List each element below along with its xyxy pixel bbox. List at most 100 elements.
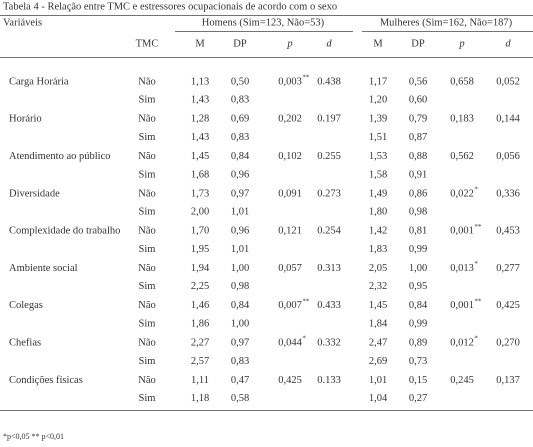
cell: 0.332 (317, 338, 341, 349)
cell: 2,69 (369, 356, 387, 367)
table-title: Tabela 4 - Relação entre TMC e estressor… (3, 1, 337, 12)
cell: 1,45 (191, 151, 209, 162)
cell: 0,336 (496, 188, 520, 199)
cell: 1,39 (369, 114, 387, 125)
cell: 0,83 (231, 356, 249, 367)
cell: 0,97 (231, 188, 249, 199)
cell: 0,84 (231, 300, 250, 311)
cell: 0,102 (278, 151, 302, 162)
row-label: Colegas (9, 300, 43, 311)
cell: Não (138, 338, 156, 349)
cell: 0,270 (496, 338, 520, 349)
cell: 0,87 (409, 132, 427, 143)
cell: 0,052 (496, 76, 520, 87)
cell: 1,49 (369, 188, 387, 199)
cell: Sim (139, 169, 156, 180)
row-label: Diversidade (9, 188, 60, 199)
column-header: DP (233, 38, 247, 49)
cell: 1,43 (191, 95, 209, 106)
row-label: Condições físicas (9, 375, 83, 386)
cell: 0,15 (409, 375, 427, 386)
cell: 0,56 (409, 76, 427, 87)
cell: 1,83 (369, 244, 387, 255)
cell: 0,98 (231, 281, 249, 292)
cell: 0.197 (317, 114, 341, 125)
footnote: *p<0,05 ** p<0,01 (3, 432, 64, 441)
cell: 0,013 (450, 263, 474, 274)
cell: 1,00 (231, 319, 249, 330)
cell: 0,91 (409, 169, 427, 180)
cell: 1,58 (369, 169, 387, 180)
cell: 1,13 (191, 76, 209, 87)
superscript: * (474, 260, 478, 268)
cell: 1,53 (369, 151, 387, 162)
cell: 0,98 (409, 207, 427, 218)
cell: 0,121 (278, 226, 302, 237)
cell: 0,425 (278, 375, 302, 386)
cell: Não (138, 151, 156, 162)
cell: 1,01 (231, 207, 249, 218)
cell: 0,83 (231, 132, 249, 143)
row-label: Carga Horária (9, 76, 69, 87)
cell: 0,144 (496, 114, 520, 125)
cell: Sim (139, 356, 156, 367)
superscript: ** (302, 297, 310, 305)
cell: 0,245 (450, 375, 474, 386)
cell: Sim (139, 244, 156, 255)
superscript: * (474, 186, 478, 194)
cell: 1,01 (369, 375, 387, 386)
cell: 1,80 (369, 207, 387, 218)
cell: 1,86 (191, 319, 209, 330)
cell: 0.273 (317, 188, 341, 199)
cell: 1,51 (369, 132, 387, 143)
superscript: ** (474, 297, 482, 305)
cell: 0,96 (231, 169, 249, 180)
cell: 0,79 (409, 114, 427, 125)
row-label: Ambiente social (9, 263, 78, 274)
cell: 1,43 (191, 132, 209, 143)
cell: 0,453 (496, 226, 520, 237)
header-variable: Variáveis (3, 17, 42, 28)
cell: 0.313 (317, 263, 341, 274)
cell: 1,68 (191, 169, 209, 180)
cell: 2,27 (191, 338, 209, 349)
cell: 0.254 (317, 226, 341, 237)
cell: 2,57 (191, 356, 209, 367)
cell: 1,11 (191, 375, 209, 386)
cell: 0,044 (278, 338, 302, 349)
cell: 1,20 (369, 95, 387, 106)
cell: 0,86 (409, 188, 427, 199)
cell: 0.255 (317, 151, 341, 162)
cell: Não (138, 375, 156, 386)
column-header: DP (411, 38, 425, 49)
cell: 0,022 (450, 188, 474, 199)
header-men: Homens (Sim=123, Não=53) (202, 17, 325, 28)
cell: Não (138, 188, 156, 199)
cell: 1,00 (231, 263, 249, 274)
column-header: d (326, 38, 332, 49)
cell: 0,091 (278, 188, 302, 199)
cell: 0,202 (278, 114, 302, 125)
cell: 0,89 (409, 338, 427, 349)
cell: 2,05 (369, 263, 387, 274)
cell: 0,95 (409, 281, 427, 292)
cell: 0,658 (450, 76, 474, 87)
cell: 1,70 (191, 226, 209, 237)
cell: 0,27 (409, 393, 427, 404)
cell: Sim (139, 281, 156, 292)
row-label: Complexidade do trabalho (9, 226, 120, 237)
cell: 1,04 (369, 393, 388, 404)
row-label: Horário (9, 114, 42, 125)
column-header: M (373, 38, 383, 49)
column-header: p (286, 38, 292, 49)
column-header: M (195, 38, 205, 49)
cell: 0,057 (278, 263, 302, 274)
superscript: * (474, 335, 478, 343)
cell: Sim (139, 319, 156, 330)
superscript: * (302, 335, 306, 343)
header-women: Mulheres (Sim=162, Não=187) (380, 17, 513, 28)
cell: 0,99 (409, 319, 427, 330)
cell: 0,056 (496, 151, 520, 162)
cell: 0,003 (278, 76, 302, 87)
